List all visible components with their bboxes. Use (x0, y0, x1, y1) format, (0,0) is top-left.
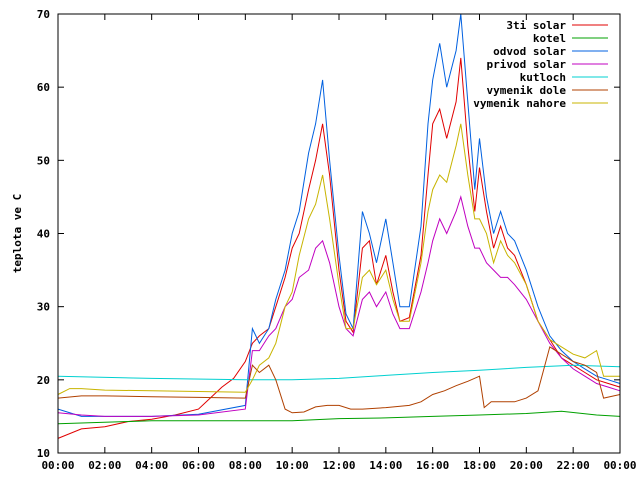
y-axis-label: teplota ve C (11, 194, 24, 273)
legend-label: vymenik nahore (473, 97, 566, 110)
y-tick-label: 30 (37, 301, 50, 314)
x-tick-label: 14:00 (369, 459, 402, 472)
y-tick-label: 10 (37, 447, 50, 460)
x-tick-label: 02:00 (88, 459, 121, 472)
series-line-4 (57, 364, 621, 381)
x-tick-label: 06:00 (182, 459, 215, 472)
series-line-2 (57, 13, 621, 417)
y-tick-label: 40 (37, 228, 50, 241)
series-line-3 (57, 195, 621, 417)
y-tick-label: 70 (37, 8, 50, 21)
x-tick-label: 16:00 (416, 459, 449, 472)
y-tick-label: 60 (37, 81, 50, 94)
x-tick-label: 08:00 (229, 459, 262, 472)
ticks-layer: 00:00 02:00 04:00 06:00 08:00 10:00 12:00 14:00… (37, 8, 637, 472)
x-tick-label: 00:00 (603, 459, 636, 472)
x-tick-label: 18:00 (463, 459, 496, 472)
series-line-0 (57, 57, 621, 439)
series-line-1 (57, 410, 621, 425)
y-tick-label: 20 (37, 374, 50, 387)
x-tick-label: 22:00 (557, 459, 590, 472)
x-tick-label: 04:00 (135, 459, 168, 472)
legend-label: privod solar (487, 58, 567, 71)
legend-label: odvod solar (493, 45, 566, 58)
x-tick-label: 12:00 (322, 459, 355, 472)
series-layer (57, 13, 621, 439)
legend-label: kutloch (520, 71, 566, 84)
legend-label: vymenik dole (487, 84, 567, 97)
legend-label: 3ti solar (506, 19, 566, 32)
x-tick-label: 10:00 (276, 459, 309, 472)
y-tick-label: 50 (37, 154, 50, 167)
series-line-5 (57, 346, 621, 414)
x-tick-label: 00:00 (41, 459, 74, 472)
x-tick-label: 20:00 (510, 459, 543, 472)
series-line-6 (57, 123, 620, 395)
legend-label: kotel (533, 32, 566, 45)
